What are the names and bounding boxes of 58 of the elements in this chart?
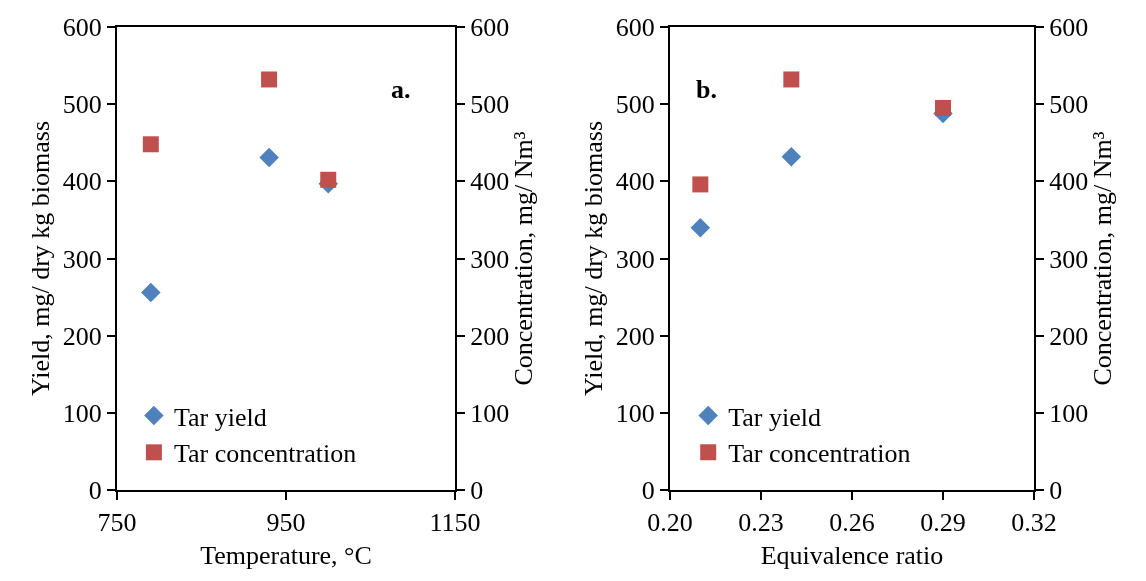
y-tick-label: 100 (62, 398, 102, 428)
point (935, 100, 951, 117)
y2-axis-title: Concentration, mg/ Nm³ (509, 131, 539, 386)
y-tick-label: 200 (615, 321, 655, 351)
point (142, 136, 159, 153)
y2-tick-label: 200 (470, 321, 510, 351)
y-tick-label: 200 (62, 321, 102, 351)
x-tick-label: 0.20 (647, 508, 693, 538)
legend-label: Tar yield (173, 402, 267, 432)
y2-tick-label: 500 (1049, 90, 1089, 120)
point (259, 147, 279, 168)
y-tick-label: 400 (62, 167, 102, 197)
y-axis-title: Yield, mg/ dry kg biomass (578, 120, 608, 397)
x-tick-label: 750 (97, 508, 137, 538)
x-tick-label: 0.29 (920, 508, 966, 538)
y-axis-title: Yield, mg/ dry kg biomass (25, 120, 55, 397)
y2-tick-label: 100 (470, 398, 510, 428)
y-tick-label: 0 (88, 476, 102, 506)
y2-tick-label: 400 (1049, 167, 1089, 197)
y2-tick-label: 0 (470, 476, 484, 506)
x-tick-label: 1150 (429, 508, 481, 538)
x-tick-label: 0.26 (829, 508, 875, 538)
x-tick-label: 0.32 (1011, 508, 1057, 538)
y2-tick-label: 300 (1049, 244, 1089, 274)
y2-tick-label: 600 (470, 13, 510, 43)
y-tick-label: 500 (62, 90, 102, 120)
y2-tick-label: 200 (1049, 321, 1089, 351)
point (141, 282, 161, 303)
y2-tick-label: 400 (470, 167, 510, 197)
y2-tick-label: 300 (470, 244, 510, 274)
legend-label: Tar concentration (728, 439, 911, 469)
y2-tick-label: 500 (470, 90, 510, 120)
point (783, 71, 800, 88)
legend-label: Tar concentration (173, 439, 357, 469)
y2-tick-label: 100 (1049, 398, 1089, 428)
y-tick-label: 300 (62, 244, 102, 274)
y-tick-label: 400 (615, 167, 655, 197)
y2-axis-title: Concentration, mg/ Nm³ (1088, 131, 1118, 386)
x-axis-title: Equivalence ratio (760, 541, 944, 571)
y-tick-label: 100 (615, 398, 655, 428)
annotation: a. (391, 75, 411, 104)
y-tick-label: 0 (641, 476, 655, 506)
point (781, 146, 802, 167)
point (261, 71, 278, 88)
x-tick-label: 950 (266, 508, 306, 538)
y2-tick-label: 0 (1049, 476, 1063, 506)
y-tick-label: 500 (615, 90, 655, 120)
y-tick-label: 600 (615, 13, 655, 43)
y2-tick-label: 600 (1049, 13, 1089, 43)
y-tick-label: 600 (62, 13, 102, 43)
point (320, 171, 337, 188)
annotation: b. (696, 75, 717, 104)
x-axis-title: Temperature, °C (200, 541, 372, 571)
legend-label: Tar yield (728, 402, 821, 432)
point (690, 217, 711, 238)
x-tick-label: 0.23 (738, 508, 784, 538)
point (692, 176, 709, 193)
y-tick-label: 300 (615, 244, 655, 274)
